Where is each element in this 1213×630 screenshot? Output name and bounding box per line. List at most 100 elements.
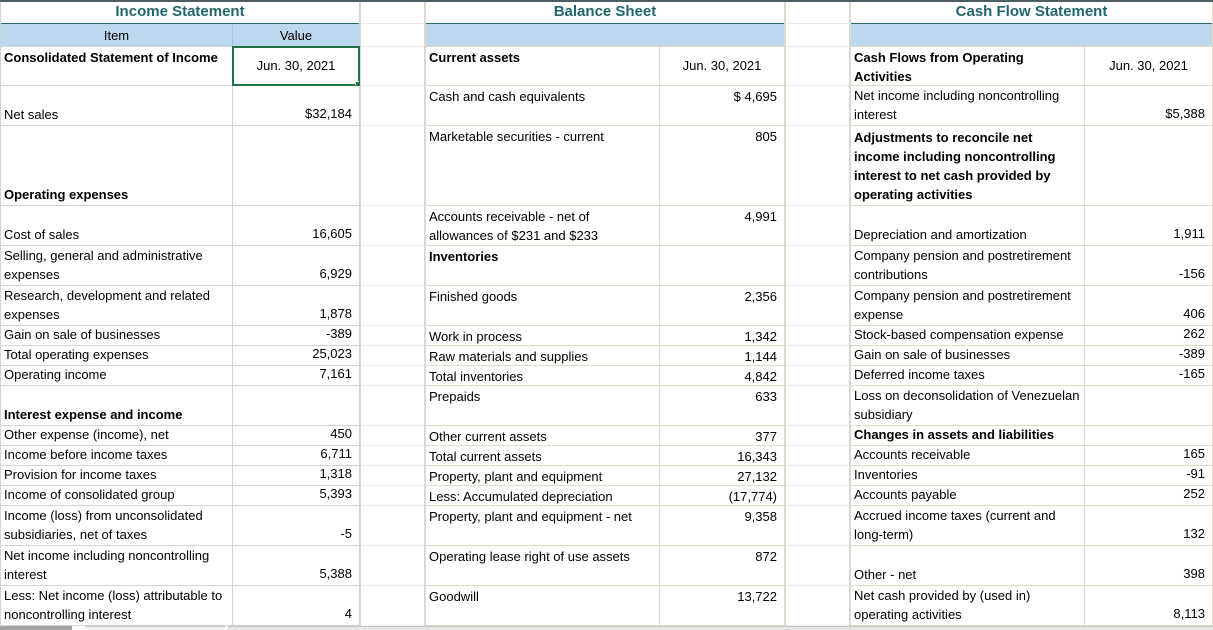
period-date-cell[interactable]: Jun. 30, 2021: [682, 58, 762, 73]
row-value-cell[interactable]: (17,774): [728, 489, 777, 504]
row-label-cell[interactable]: Operating expenses: [1, 126, 233, 205]
row-label-cell[interactable]: Raw materials and supplies: [426, 346, 660, 365]
row-label-cell[interactable]: Gain on sale of businesses: [851, 346, 1085, 365]
row-value-cell[interactable]: [1085, 126, 1212, 205]
row-value-cell[interactable]: $32,184: [305, 106, 352, 121]
row-label-cell[interactable]: Interest expense and income: [1, 386, 233, 425]
row-value-cell[interactable]: 1,878: [319, 306, 352, 321]
row-value-cell[interactable]: 132: [1183, 526, 1205, 541]
row-value-cell[interactable]: 13,722: [737, 589, 777, 604]
row-value-cell[interactable]: 805: [755, 129, 777, 144]
row-value-cell[interactable]: 7,161: [319, 366, 352, 381]
row-label-cell[interactable]: Income of consolidated group: [1, 486, 233, 505]
row-label-cell[interactable]: Accounts payable: [851, 486, 1085, 505]
row-label-cell[interactable]: Stock-based compensation expense: [851, 326, 1085, 345]
row-label-cell[interactable]: Total operating expenses: [1, 346, 233, 365]
row-label-cell[interactable]: Selling, general and administrative expe…: [1, 246, 233, 285]
row-value-cell[interactable]: 25,023: [312, 346, 352, 361]
row-value-cell[interactable]: [660, 246, 784, 285]
row-value-cell[interactable]: 6,711: [320, 446, 352, 461]
row-value-cell[interactable]: 398: [1183, 566, 1205, 581]
row-value-cell[interactable]: 4: [344, 606, 352, 621]
row-value-cell[interactable]: [233, 386, 359, 425]
row-label-cell[interactable]: Gain on sale of businesses: [1, 326, 233, 345]
row-value-cell[interactable]: 4,842: [744, 369, 777, 384]
row-label-cell[interactable]: Net sales: [1, 86, 233, 125]
row-value-cell[interactable]: 4,991: [744, 209, 777, 224]
row-label-cell[interactable]: Net income including noncontrolling inte…: [851, 86, 1085, 125]
row-value-cell[interactable]: 1,318: [319, 466, 352, 481]
row-label-cell[interactable]: Research, development and related expens…: [1, 286, 233, 325]
row-value-cell[interactable]: 450: [330, 426, 352, 441]
row-value-cell[interactable]: 252: [1183, 486, 1205, 501]
row-value-cell[interactable]: 5,393: [319, 486, 352, 501]
row-value-cell[interactable]: 8,113: [1173, 606, 1205, 621]
row-value-cell[interactable]: [1085, 426, 1212, 445]
row-label-cell[interactable]: Total inventories: [426, 366, 660, 385]
row-label-cell[interactable]: Cash Flows from Operating Activities: [851, 47, 1085, 85]
row-value-cell[interactable]: -5: [340, 526, 352, 541]
row-label-cell[interactable]: Prepaids: [426, 386, 660, 425]
row-value-cell[interactable]: 1,144: [744, 349, 777, 364]
row-label-cell[interactable]: Operating income: [1, 366, 233, 385]
row-label-cell[interactable]: Company pension and postretirement expen…: [851, 286, 1085, 325]
row-label-cell[interactable]: Accrued income taxes (current and long-t…: [851, 506, 1085, 545]
row-label-cell[interactable]: Provision for income taxes: [1, 466, 233, 485]
row-label-cell[interactable]: Net cash provided by (used in) operating…: [851, 586, 1085, 625]
row-value-cell[interactable]: 6,929: [319, 266, 352, 281]
row-value-cell[interactable]: 2,356: [744, 289, 777, 304]
row-label-cell[interactable]: Net income including noncontrolling inte…: [1, 546, 233, 585]
row-label-cell[interactable]: Income (loss) from unconsolidated subsid…: [1, 506, 233, 545]
row-value-cell[interactable]: -165: [1178, 366, 1205, 381]
cash-flow-statement-title[interactable]: Cash Flow Statement: [851, 0, 1212, 24]
row-value-cell[interactable]: 1,911: [1173, 226, 1205, 241]
row-value-cell[interactable]: -91: [1186, 466, 1205, 481]
row-value-cell[interactable]: 262: [1183, 326, 1205, 341]
row-value-cell[interactable]: 165: [1183, 446, 1205, 461]
row-label-cell[interactable]: Inventories: [851, 466, 1085, 485]
row-label-cell[interactable]: Work in process: [426, 326, 660, 345]
row-label-cell[interactable]: Loss on deconsolidation of Venezuelan su…: [851, 386, 1085, 425]
row-value-cell[interactable]: 9,358: [744, 509, 777, 524]
row-value-cell[interactable]: 27,132: [737, 469, 777, 484]
balance-sheet-title[interactable]: Balance Sheet: [426, 0, 784, 24]
row-value-cell[interactable]: 5,388: [319, 566, 352, 581]
row-value-cell[interactable]: $ 4,695: [733, 89, 777, 104]
row-value-cell[interactable]: 872: [755, 549, 777, 564]
row-label-cell[interactable]: Income before income taxes: [1, 446, 233, 465]
row-value-cell[interactable]: -389: [1178, 346, 1205, 361]
row-value-cell[interactable]: [1085, 386, 1212, 425]
row-value-cell[interactable]: 16,343: [737, 449, 777, 464]
row-value-cell[interactable]: 406: [1183, 306, 1205, 321]
row-label-cell[interactable]: Finished goods: [426, 286, 660, 325]
row-value-cell[interactable]: $5,388: [1165, 106, 1205, 121]
row-label-cell[interactable]: Inventories: [426, 246, 660, 285]
row-label-cell[interactable]: Accounts receivable - net of allowances …: [426, 206, 660, 245]
row-label-cell[interactable]: Operating lease right of use assets: [426, 546, 660, 585]
value-column-header[interactable]: Value: [279, 27, 313, 43]
row-label-cell[interactable]: Changes in assets and liabilities: [851, 426, 1085, 445]
row-label-cell[interactable]: Consolidated Statement of Income: [1, 47, 233, 85]
row-label-cell[interactable]: Goodwill: [426, 586, 660, 625]
row-label-cell[interactable]: Current assets: [426, 47, 660, 85]
row-label-cell[interactable]: Accounts receivable: [851, 446, 1085, 465]
row-label-cell[interactable]: Other - net: [851, 546, 1085, 585]
row-label-cell[interactable]: Less: Net income (loss) attributable to …: [1, 586, 233, 625]
row-value-cell[interactable]: 633: [755, 389, 777, 404]
income-statement-title[interactable]: Income Statement: [1, 0, 359, 24]
row-label-cell[interactable]: Adjustments to reconcile net income incl…: [851, 126, 1085, 205]
item-column-header[interactable]: Item: [1, 24, 233, 46]
row-label-cell[interactable]: Company pension and postretirement contr…: [851, 246, 1085, 285]
period-date-cell[interactable]: Jun. 30, 2021: [1109, 58, 1188, 73]
row-label-cell[interactable]: Marketable securities - current: [426, 126, 660, 205]
row-value-cell[interactable]: 377: [755, 429, 777, 444]
row-label-cell[interactable]: Property, plant and equipment: [426, 466, 660, 485]
row-label-cell[interactable]: Other current assets: [426, 426, 660, 445]
row-value-cell[interactable]: 1,342: [744, 329, 777, 344]
row-value-cell[interactable]: -389: [325, 326, 352, 341]
row-label-cell[interactable]: Other expense (income), net: [1, 426, 233, 445]
row-value-cell[interactable]: -156: [1178, 266, 1205, 281]
period-date-cell[interactable]: Jun. 30, 2021: [232, 46, 360, 86]
row-label-cell[interactable]: Deferred income taxes: [851, 366, 1085, 385]
row-label-cell[interactable]: Property, plant and equipment - net: [426, 506, 660, 545]
